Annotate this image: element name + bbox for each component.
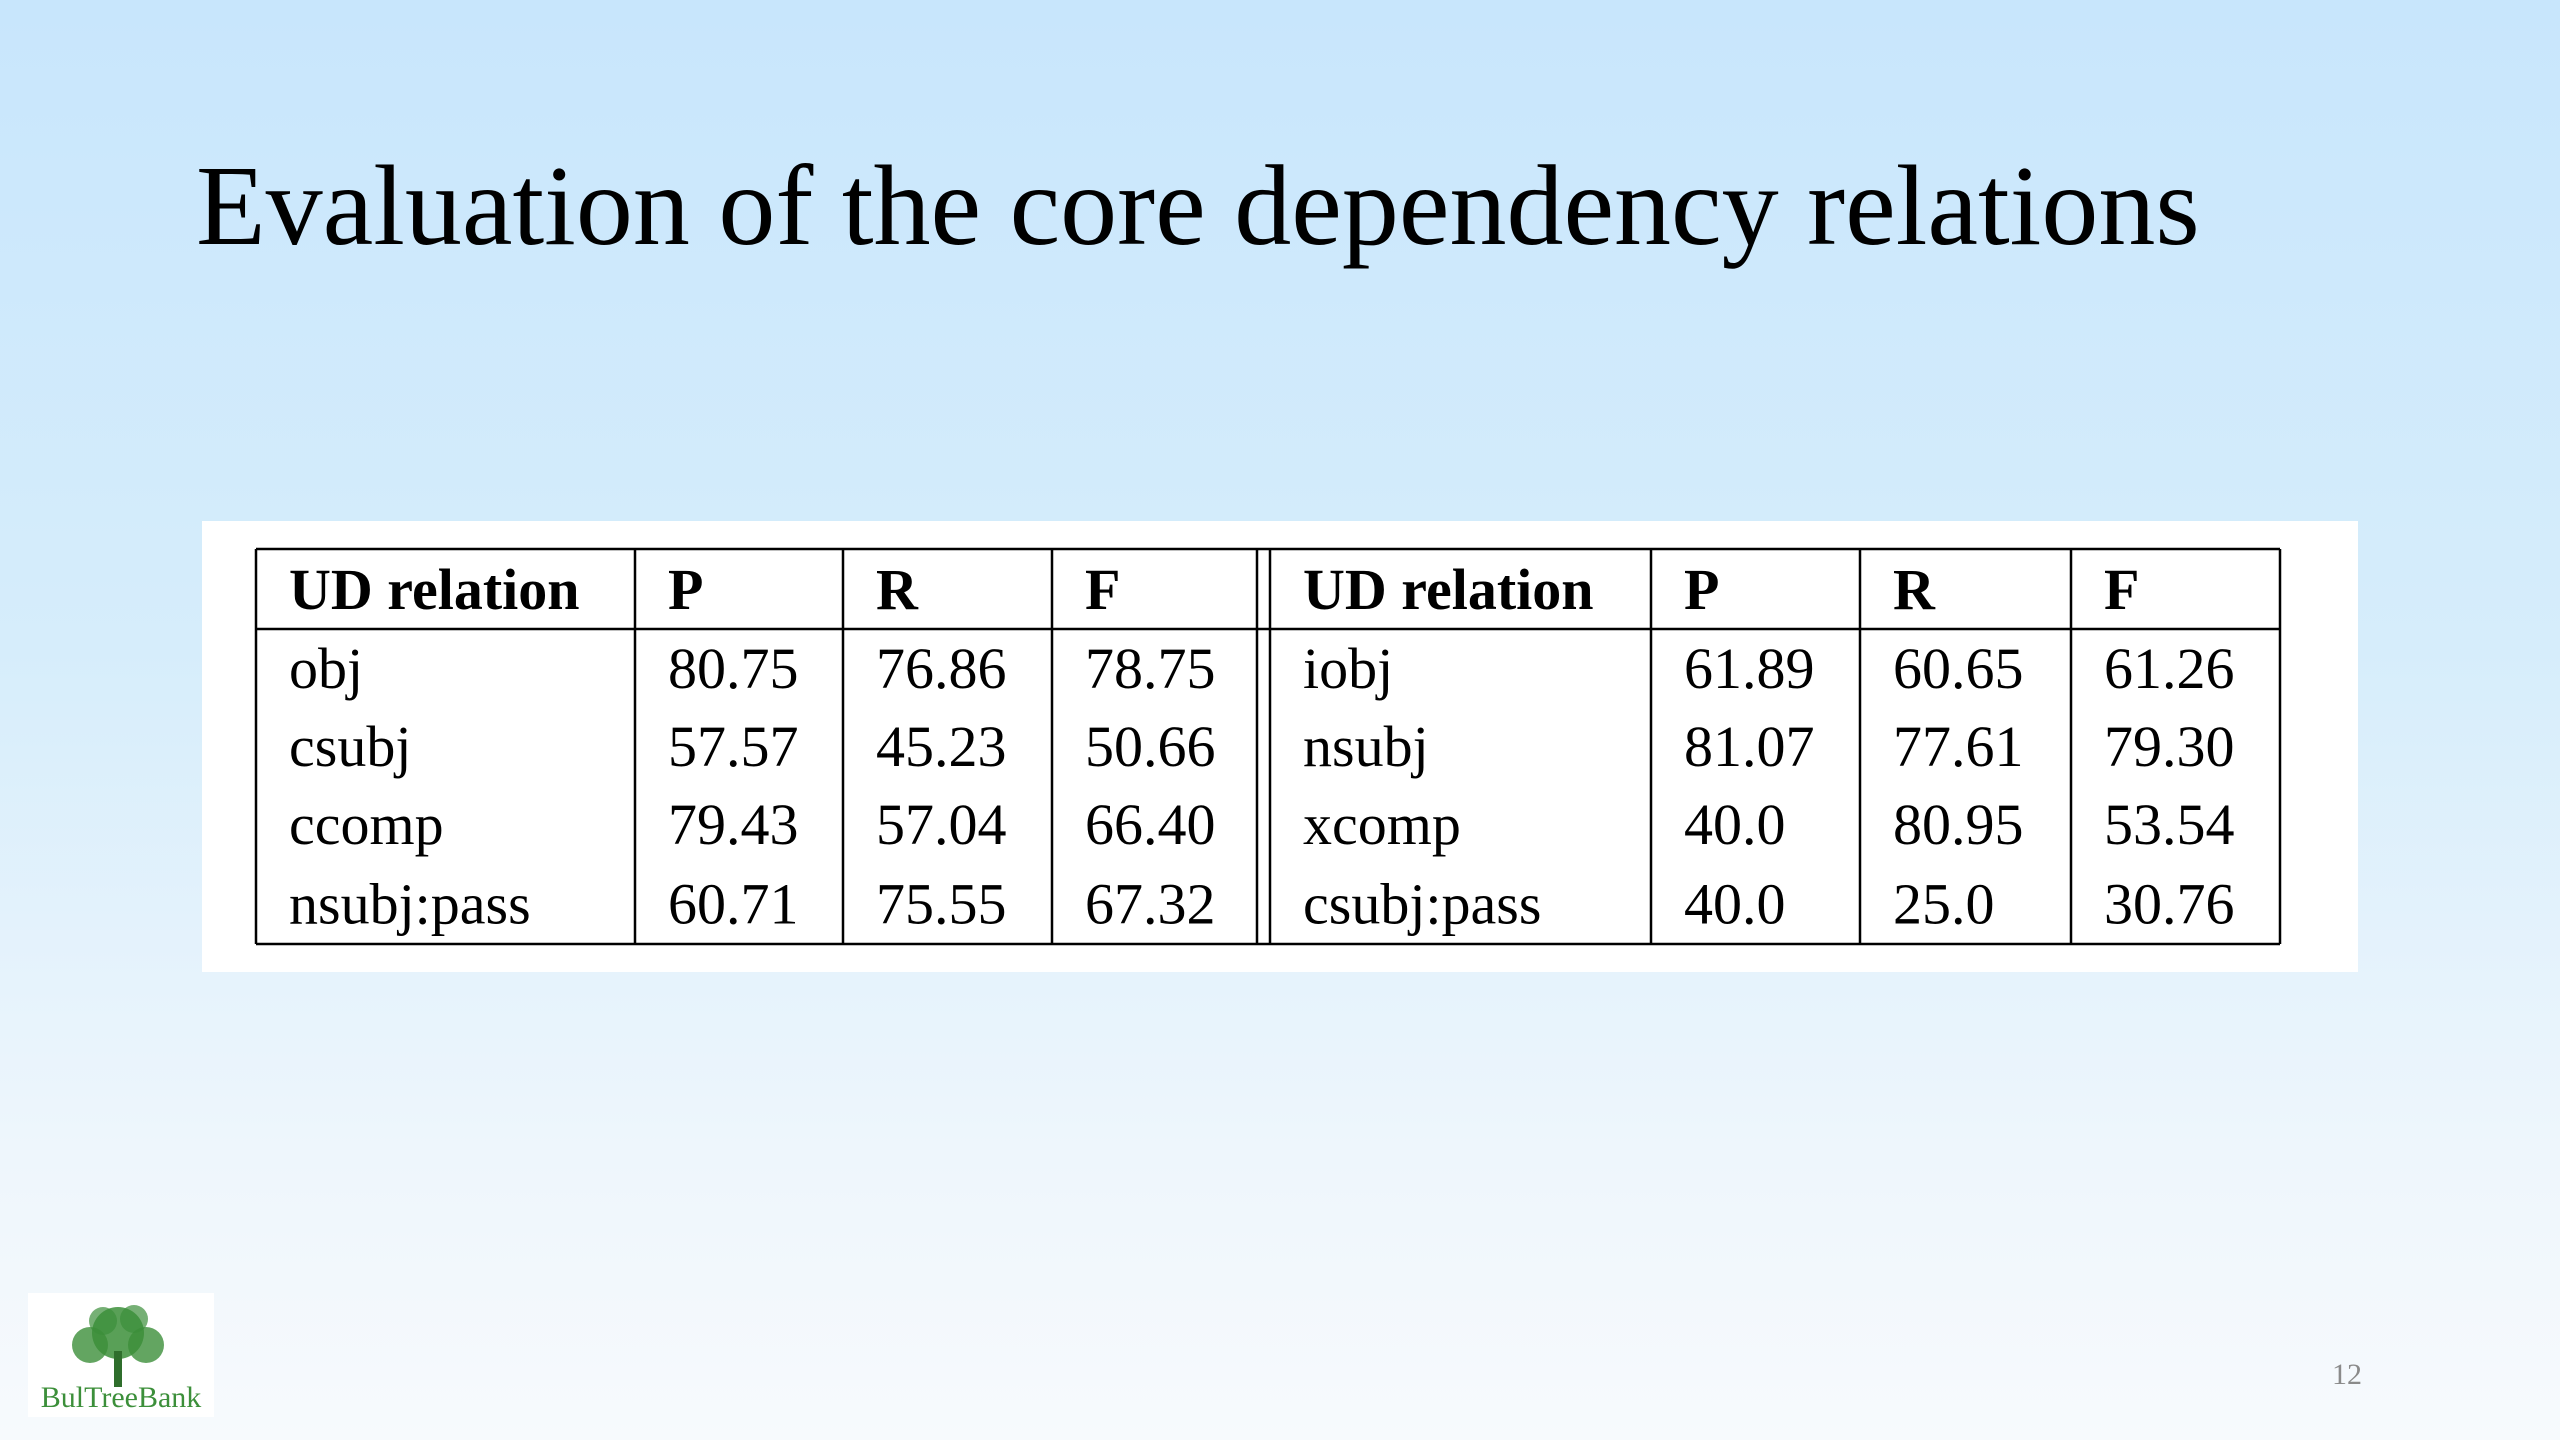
table-cell: 80.95 bbox=[1893, 792, 2024, 857]
table-cell: 61.26 bbox=[2104, 636, 2235, 701]
table-cell: 79.43 bbox=[668, 792, 799, 857]
table-cell: 66.40 bbox=[1085, 792, 1216, 857]
table-cell: nsubj:pass bbox=[289, 872, 531, 937]
table-cell: 30.76 bbox=[2104, 872, 2235, 937]
table-cell: 81.07 bbox=[1684, 714, 1815, 779]
column-header: F bbox=[1085, 557, 1120, 622]
slide-title: Evaluation of the core dependency relati… bbox=[196, 142, 2200, 269]
table-cell: 60.71 bbox=[668, 872, 799, 937]
column-header: P bbox=[1684, 557, 1719, 622]
table-cell: nsubj bbox=[1303, 714, 1429, 779]
table-cell: obj bbox=[289, 636, 363, 701]
table-cell: 75.55 bbox=[876, 872, 1007, 937]
table-cell: 80.75 bbox=[668, 636, 799, 701]
column-header: UD relation bbox=[1303, 557, 1594, 622]
table-cell: 45.23 bbox=[876, 714, 1007, 779]
table-cell: 60.65 bbox=[1893, 636, 2024, 701]
logo-graphic: BulTreeBank bbox=[41, 1305, 202, 1414]
table-cell: 61.89 bbox=[1684, 636, 1815, 701]
table-cell: 53.54 bbox=[2104, 792, 2235, 857]
table-cell: 25.0 bbox=[1893, 872, 1995, 937]
table-cell: 57.57 bbox=[668, 714, 799, 779]
table-cell: 77.61 bbox=[1893, 714, 2024, 779]
table-cell: csubj bbox=[289, 714, 411, 779]
table-cell: 50.66 bbox=[1085, 714, 1216, 779]
table-cell: 67.32 bbox=[1085, 872, 1216, 937]
page-number: 12 bbox=[2332, 1358, 2362, 1391]
table-cell: 79.30 bbox=[2104, 714, 2235, 779]
table-cell: 40.0 bbox=[1684, 792, 1786, 857]
column-header: UD relation bbox=[289, 557, 580, 622]
table-cell: csubj:pass bbox=[1303, 872, 1541, 937]
logo-text: BulTreeBank bbox=[41, 1381, 202, 1414]
table-cell: 57.04 bbox=[876, 792, 1007, 857]
table-cell: xcomp bbox=[1303, 792, 1461, 857]
column-header: F bbox=[2104, 557, 2139, 622]
column-header: P bbox=[668, 557, 703, 622]
column-header: R bbox=[876, 557, 919, 622]
table-cell: iobj bbox=[1303, 636, 1393, 701]
table-cell: 40.0 bbox=[1684, 872, 1786, 937]
table-cell: 76.86 bbox=[876, 636, 1007, 701]
table-cell: 78.75 bbox=[1085, 636, 1216, 701]
column-header: R bbox=[1893, 557, 1936, 622]
logo: BulTreeBank bbox=[28, 1293, 214, 1417]
table-cell: ccomp bbox=[289, 792, 444, 857]
